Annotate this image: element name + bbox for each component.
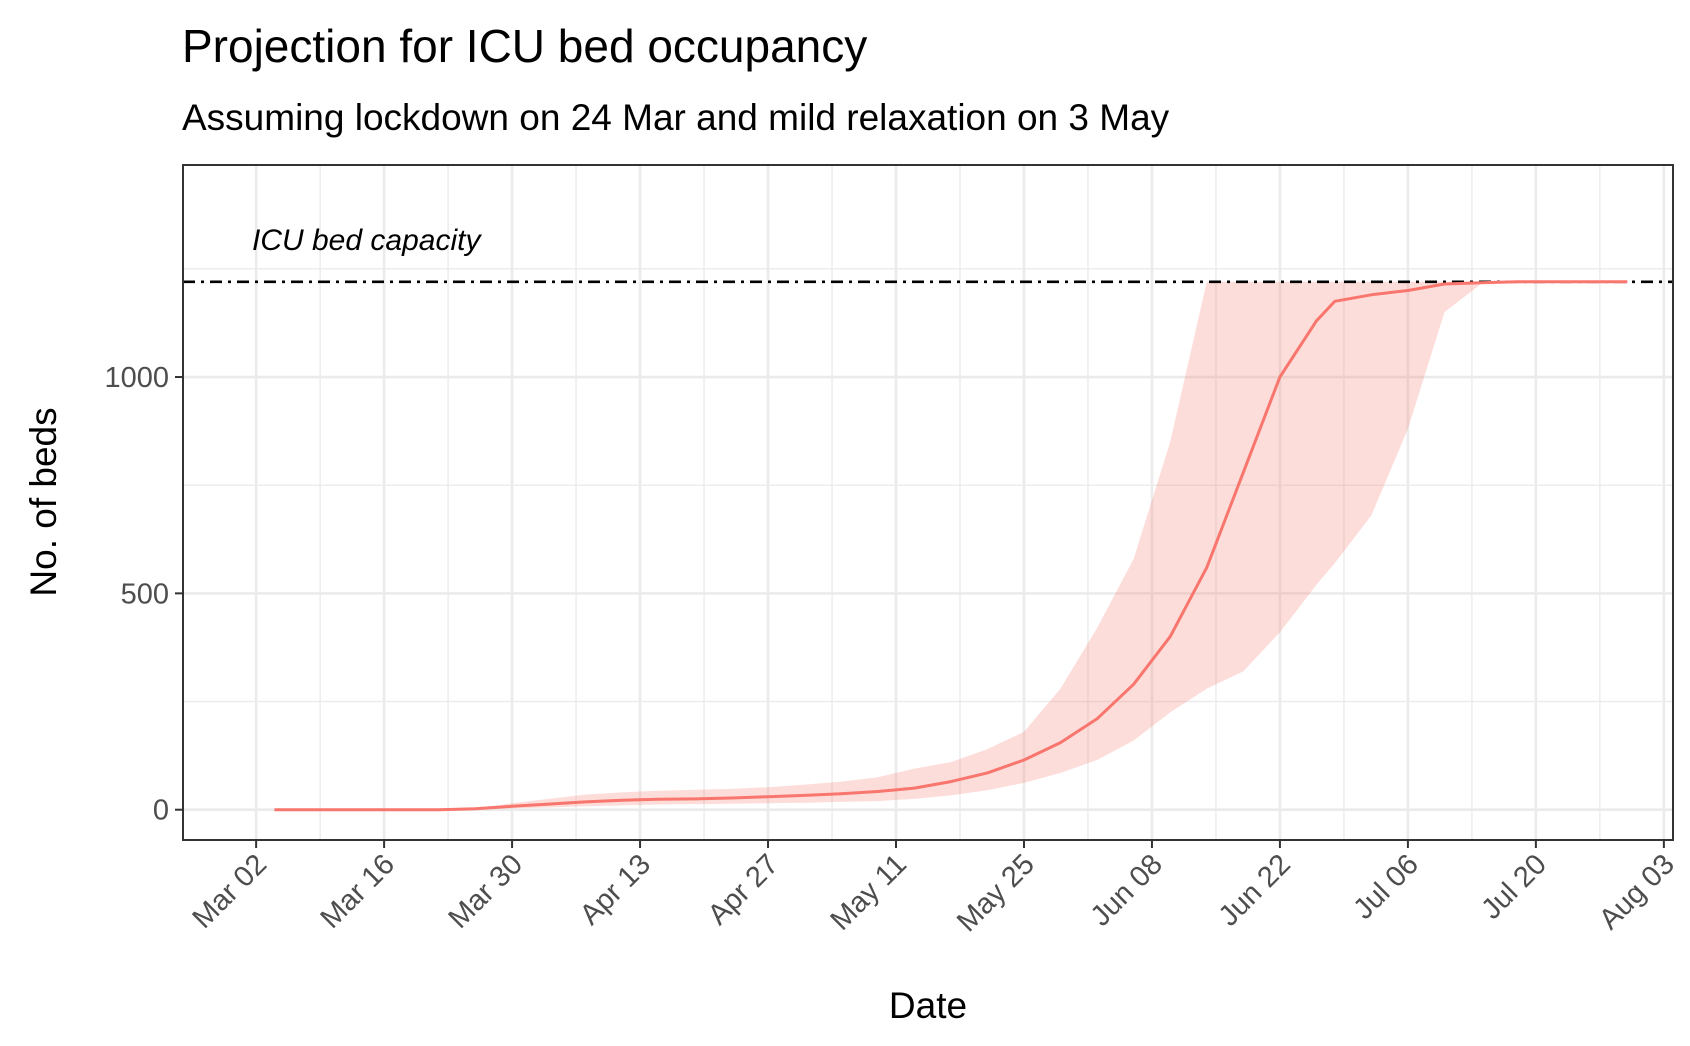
x-tick-label: Aug 03 xyxy=(1593,848,1681,936)
x-tick-label: Jun 08 xyxy=(1085,848,1169,932)
chart-subtitle: Assuming lockdown on 24 Mar and mild rel… xyxy=(182,97,1170,138)
confidence-band xyxy=(274,281,1628,810)
y-tick-label: 0 xyxy=(153,795,169,827)
y-axis: 0 500 1000 xyxy=(104,362,183,827)
y-tick-label: 1000 xyxy=(104,362,169,394)
x-axis-title: Date xyxy=(889,985,967,1026)
panel-border xyxy=(182,164,1674,841)
x-axis: Mar 02 Mar 16 Mar 30 Apr 13 Apr 27 May 11 May … xyxy=(187,840,1681,938)
x-tick-label: May 25 xyxy=(951,848,1041,938)
x-tick-label: Jul 06 xyxy=(1348,848,1425,925)
x-tick-label: May 11 xyxy=(825,848,913,936)
capacity-label: ICU bed capacity xyxy=(252,224,482,257)
x-tick-label: Apr 13 xyxy=(574,848,657,931)
y-tick-label: 500 xyxy=(121,578,169,610)
x-tick-label: Mar 30 xyxy=(443,848,529,934)
x-tick-label: Jul 20 xyxy=(1475,848,1552,925)
y-axis-title: No. of beds xyxy=(23,407,64,596)
chart-title: Projection for ICU bed occupancy xyxy=(182,20,867,72)
x-tick-label: Mar 16 xyxy=(315,848,401,934)
projection-line-layer xyxy=(274,280,1628,812)
x-tick-label: Jun 22 xyxy=(1213,848,1297,932)
x-tick-label: Mar 02 xyxy=(187,848,273,934)
confidence-band-layer xyxy=(274,281,1628,810)
x-tick-label: Apr 27 xyxy=(702,848,785,931)
gridlines xyxy=(183,165,1673,840)
projection-line xyxy=(274,280,1628,812)
